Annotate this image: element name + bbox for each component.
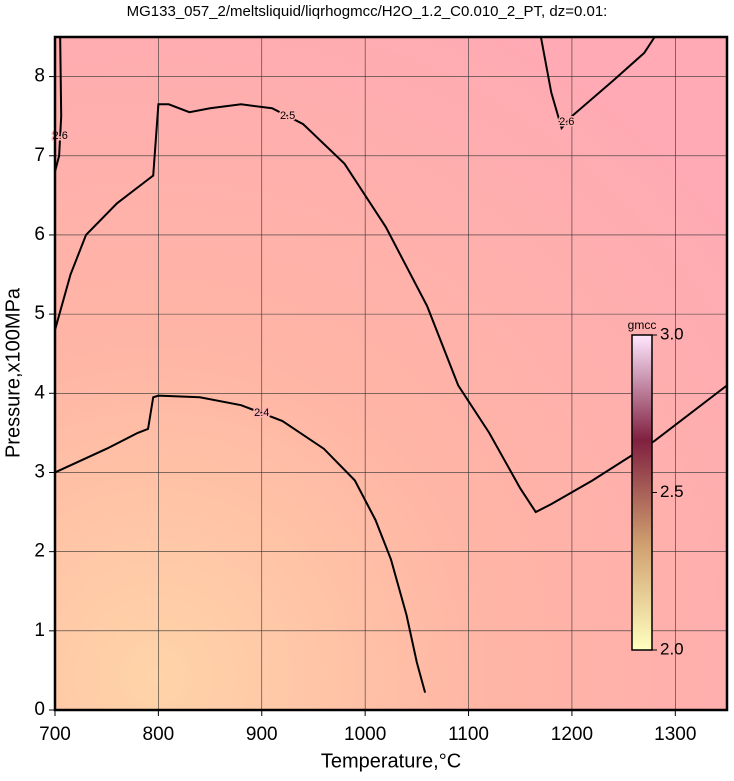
y-tick-label: 3 [34,461,45,482]
plot-frame [53,35,729,712]
colorbar-tick-label: 2.5 [660,482,684,501]
contour-line [539,36,656,131]
x-tick-label: 1000 [344,724,386,745]
contour-label: 2.6 [559,116,574,128]
y-tick-label: 7 [34,145,45,166]
x-tick-label: 1300 [654,724,696,745]
contour-line [54,36,63,172]
y-tick-label: 0 [34,699,45,720]
y-tick-label: 1 [34,620,45,641]
contour-label: 2.5 [280,110,295,122]
y-tick-label: 6 [34,224,45,245]
colorbar-label: gmcc [628,318,657,332]
y-tick-label: 4 [34,382,45,403]
contour-label: 2.4 [254,407,269,419]
colorbar-tick-label: 3.0 [660,324,684,343]
chart-title: MG133_057_2/meltsliquid/liqrhogmcc/H2O_1… [127,3,608,20]
plot-background [55,37,727,710]
y-tick-label: 2 [34,541,45,562]
x-tick-label: 800 [143,724,175,745]
contour-line [54,394,427,693]
colorbar [631,334,653,651]
x-tick-label: 700 [39,724,71,745]
contour-line [54,103,728,514]
x-tick-label: 1100 [448,724,489,745]
x-axis-label: Temperature,°C [321,750,461,772]
y-axis-label: Pressure,x100MPa [2,287,24,458]
x-tick-label: 900 [246,724,278,745]
y-tick-label: 8 [34,66,45,87]
y-tick-label: 5 [34,303,45,324]
colorbar-tick-label: 2.0 [660,639,684,658]
x-tick-label: 1200 [551,724,593,745]
